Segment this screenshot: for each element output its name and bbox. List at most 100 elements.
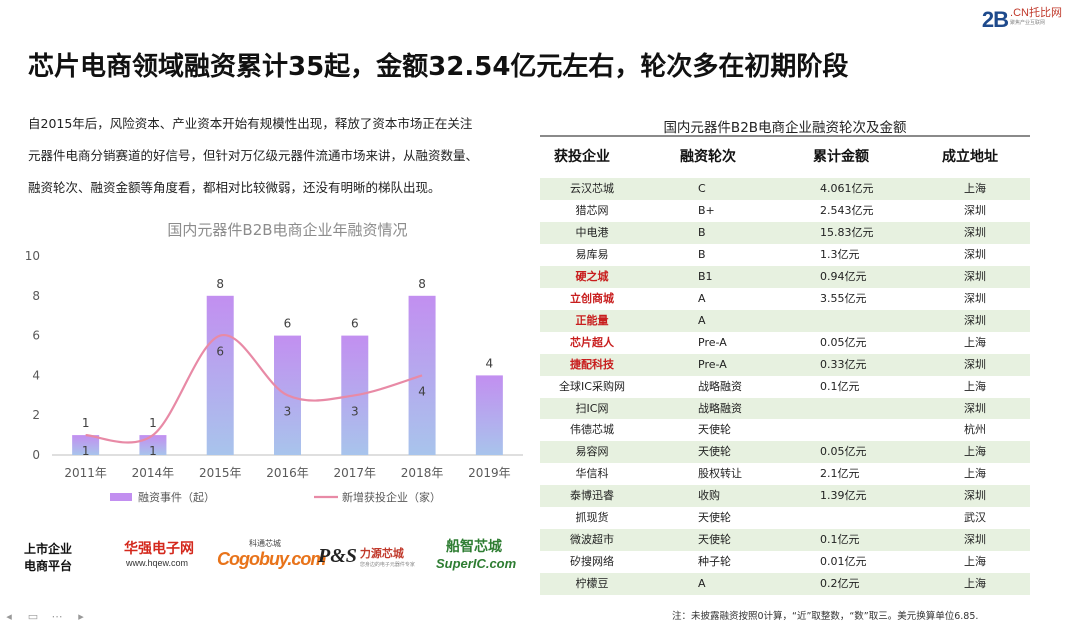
line-value-label: 3 <box>284 404 292 418</box>
cell-round: Pre-A <box>698 335 727 349</box>
cell-round: A <box>698 577 706 591</box>
cell-company: 矽搜网络 <box>570 555 614 569</box>
cell-company: 中电港 <box>575 225 609 239</box>
cell-round: A <box>698 291 706 305</box>
y-tick-label: 10 <box>25 249 40 263</box>
cell-amount: 1.39亿元 <box>820 489 867 503</box>
cell-company: 猎芯网 <box>575 203 609 217</box>
cell-company: 泰博迅睿 <box>570 489 614 503</box>
table-row: 柠檬豆 A 0.2亿元 上海 <box>540 573 1030 596</box>
chart-title: 国内元器件B2B电商企业年融资情况 <box>167 221 407 239</box>
cell-company: 微波超市 <box>570 533 614 547</box>
table-row: 扫IC网 战略融资 深圳 <box>540 397 1030 420</box>
cell-company: 立创商城 <box>570 291 614 305</box>
cell-city: 武汉 <box>964 511 986 525</box>
cell-city: 深圳 <box>964 247 986 261</box>
table-header: 获投企业 融资轮次 累计金额 成立地址 <box>540 142 1030 170</box>
bar <box>72 435 100 455</box>
table-row: 正能量 A 深圳 <box>540 309 1030 332</box>
prev-slide-icon[interactable]: ◂ <box>6 609 12 623</box>
intro-line: 元器件电商分销赛道的好信号，但针对万亿级元器件流通市场来讲，从融资数量、 <box>28 148 479 163</box>
ps-logo: P&S 力源芯城 您身边的电子元器件专家 <box>318 538 430 574</box>
cell-amount: 0.05亿元 <box>820 445 867 459</box>
bar-value-label: 4 <box>486 356 494 370</box>
series-line <box>85 334 423 444</box>
listed-label-line: 上市企业 <box>24 542 73 556</box>
x-tick-label: 2014年 <box>132 466 175 480</box>
cell-city: 上海 <box>964 467 986 481</box>
x-tick-label: 2018年 <box>401 466 444 480</box>
cell-company: 扫IC网 <box>575 401 609 415</box>
line-value-label: 4 <box>418 384 426 398</box>
ps-logo-mark: P&S <box>318 544 357 567</box>
cell-city: 深圳 <box>964 291 986 305</box>
cell-round: 天使轮 <box>698 533 731 547</box>
cell-amount: 0.05亿元 <box>820 335 867 349</box>
table-row: 微波超市 天使轮 0.1亿元 深圳 <box>540 529 1030 552</box>
y-tick-label: 2 <box>32 408 40 422</box>
cell-amount: 0.2亿元 <box>820 577 860 591</box>
x-tick-label: 2017年 <box>334 466 377 480</box>
funding-table: 云汉芯城 C 4.061亿元 上海 猎芯网 B+ 2.543亿元 深圳 中电港 B 15.83亿元深… <box>540 178 1030 596</box>
cell-amount: 2.1亿元 <box>820 467 860 481</box>
cell-round: 种子轮 <box>698 555 731 569</box>
table-row: 易库易 B 1.3亿元 深圳 <box>540 244 1030 266</box>
cell-round: B <box>698 247 706 261</box>
cell-company: 伟德芯城 <box>570 423 614 437</box>
brand-logo: 2B .CN托比网 聚焦产业互联网 <box>982 7 1062 33</box>
more-icon[interactable]: ⋯ <box>51 609 63 623</box>
cell-amount: 2.543亿元 <box>820 203 874 217</box>
x-tick-label: 2011年 <box>64 466 107 480</box>
cell-city: 深圳 <box>964 489 986 503</box>
bar-value-label: 8 <box>216 277 224 291</box>
table-row: 云汉芯城 C 4.061亿元 上海 <box>540 178 1030 200</box>
cell-round: 天使轮 <box>698 445 731 459</box>
table-row: 芯片超人 Pre-A 0.05亿元 上海 <box>540 332 1030 354</box>
header-round: 融资轮次 <box>680 149 736 165</box>
cogobuy-logo: 科通芯城 Cogobuy.com <box>217 538 326 574</box>
cell-city: 上海 <box>964 555 986 569</box>
table-row: 全球IC采购网 战略融资 0.1亿元 上海 <box>540 376 1030 398</box>
cell-company: 易容网 <box>575 445 609 459</box>
cell-city: 深圳 <box>964 533 986 547</box>
notes-icon[interactable]: ▭ <box>27 609 39 623</box>
bar-value-label: 6 <box>351 317 359 331</box>
cell-round: 天使轮 <box>698 423 731 437</box>
cell-city: 深圳 <box>964 313 986 327</box>
bar <box>475 375 503 455</box>
cell-company: 抓现货 <box>575 511 609 525</box>
table-row: 中电港 B 15.83亿元 深圳 <box>540 221 1030 244</box>
next-slide-icon[interactable]: ▸ <box>78 609 84 623</box>
line-value-label: 1 <box>149 444 157 458</box>
table-row: 硬之城 B1 0.94亿元 深圳 <box>540 265 1030 288</box>
header-company: 获投企业 <box>554 149 610 165</box>
table-row: 华信科 股权转让 2.1亿元 上海 <box>540 463 1030 485</box>
cell-round: 收购 <box>698 489 720 503</box>
cogobuy-logo-name: Cogobuy.com <box>217 549 326 569</box>
table-row: 泰博迅睿 收购 1.39亿元 深圳 <box>540 485 1030 508</box>
line-value-label: 3 <box>351 404 359 418</box>
cell-city: 上海 <box>964 577 986 591</box>
y-tick-label: 4 <box>32 368 40 382</box>
cell-company: 易库易 <box>575 247 609 261</box>
cell-amount: 4.061亿元 <box>820 182 874 195</box>
cell-round: 战略融资 <box>698 401 742 415</box>
x-tick-label: 2019年 <box>468 466 511 480</box>
bar-value-label: 1 <box>82 416 90 430</box>
cell-round: B1 <box>698 269 713 283</box>
intro-line: 融资轮次、融资金额等角度看，都相对比较微弱，还没有明晰的梯队出现。 <box>28 180 441 195</box>
cell-city: 深圳 <box>964 401 986 415</box>
cell-company: 捷配科技 <box>570 357 614 371</box>
legend-label-bar: 融资事件（起） <box>138 491 215 504</box>
x-tick-label: 2015年 <box>199 466 242 480</box>
bar <box>206 295 234 455</box>
page-title: 芯片电商领域融资累计35起，金额32.54亿元左右，轮次多在初期阶段 <box>28 52 849 82</box>
cell-city: 深圳 <box>964 269 986 283</box>
y-tick-label: 6 <box>32 329 40 343</box>
table-note: 注：未披露融资按照0计算，“近”取整数，“数”取三。美元换算单位6.85. <box>672 611 979 622</box>
cell-company: 硬之城 <box>575 269 609 283</box>
cell-round: 战略融资 <box>698 379 742 393</box>
cell-round: 天使轮 <box>698 511 731 525</box>
y-tick-label: 8 <box>32 289 40 303</box>
cell-amount: 0.94亿元 <box>820 269 867 283</box>
